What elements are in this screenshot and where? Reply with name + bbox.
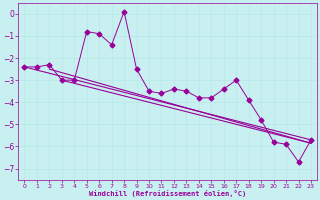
X-axis label: Windchill (Refroidissement éolien,°C): Windchill (Refroidissement éolien,°C) bbox=[89, 190, 246, 197]
